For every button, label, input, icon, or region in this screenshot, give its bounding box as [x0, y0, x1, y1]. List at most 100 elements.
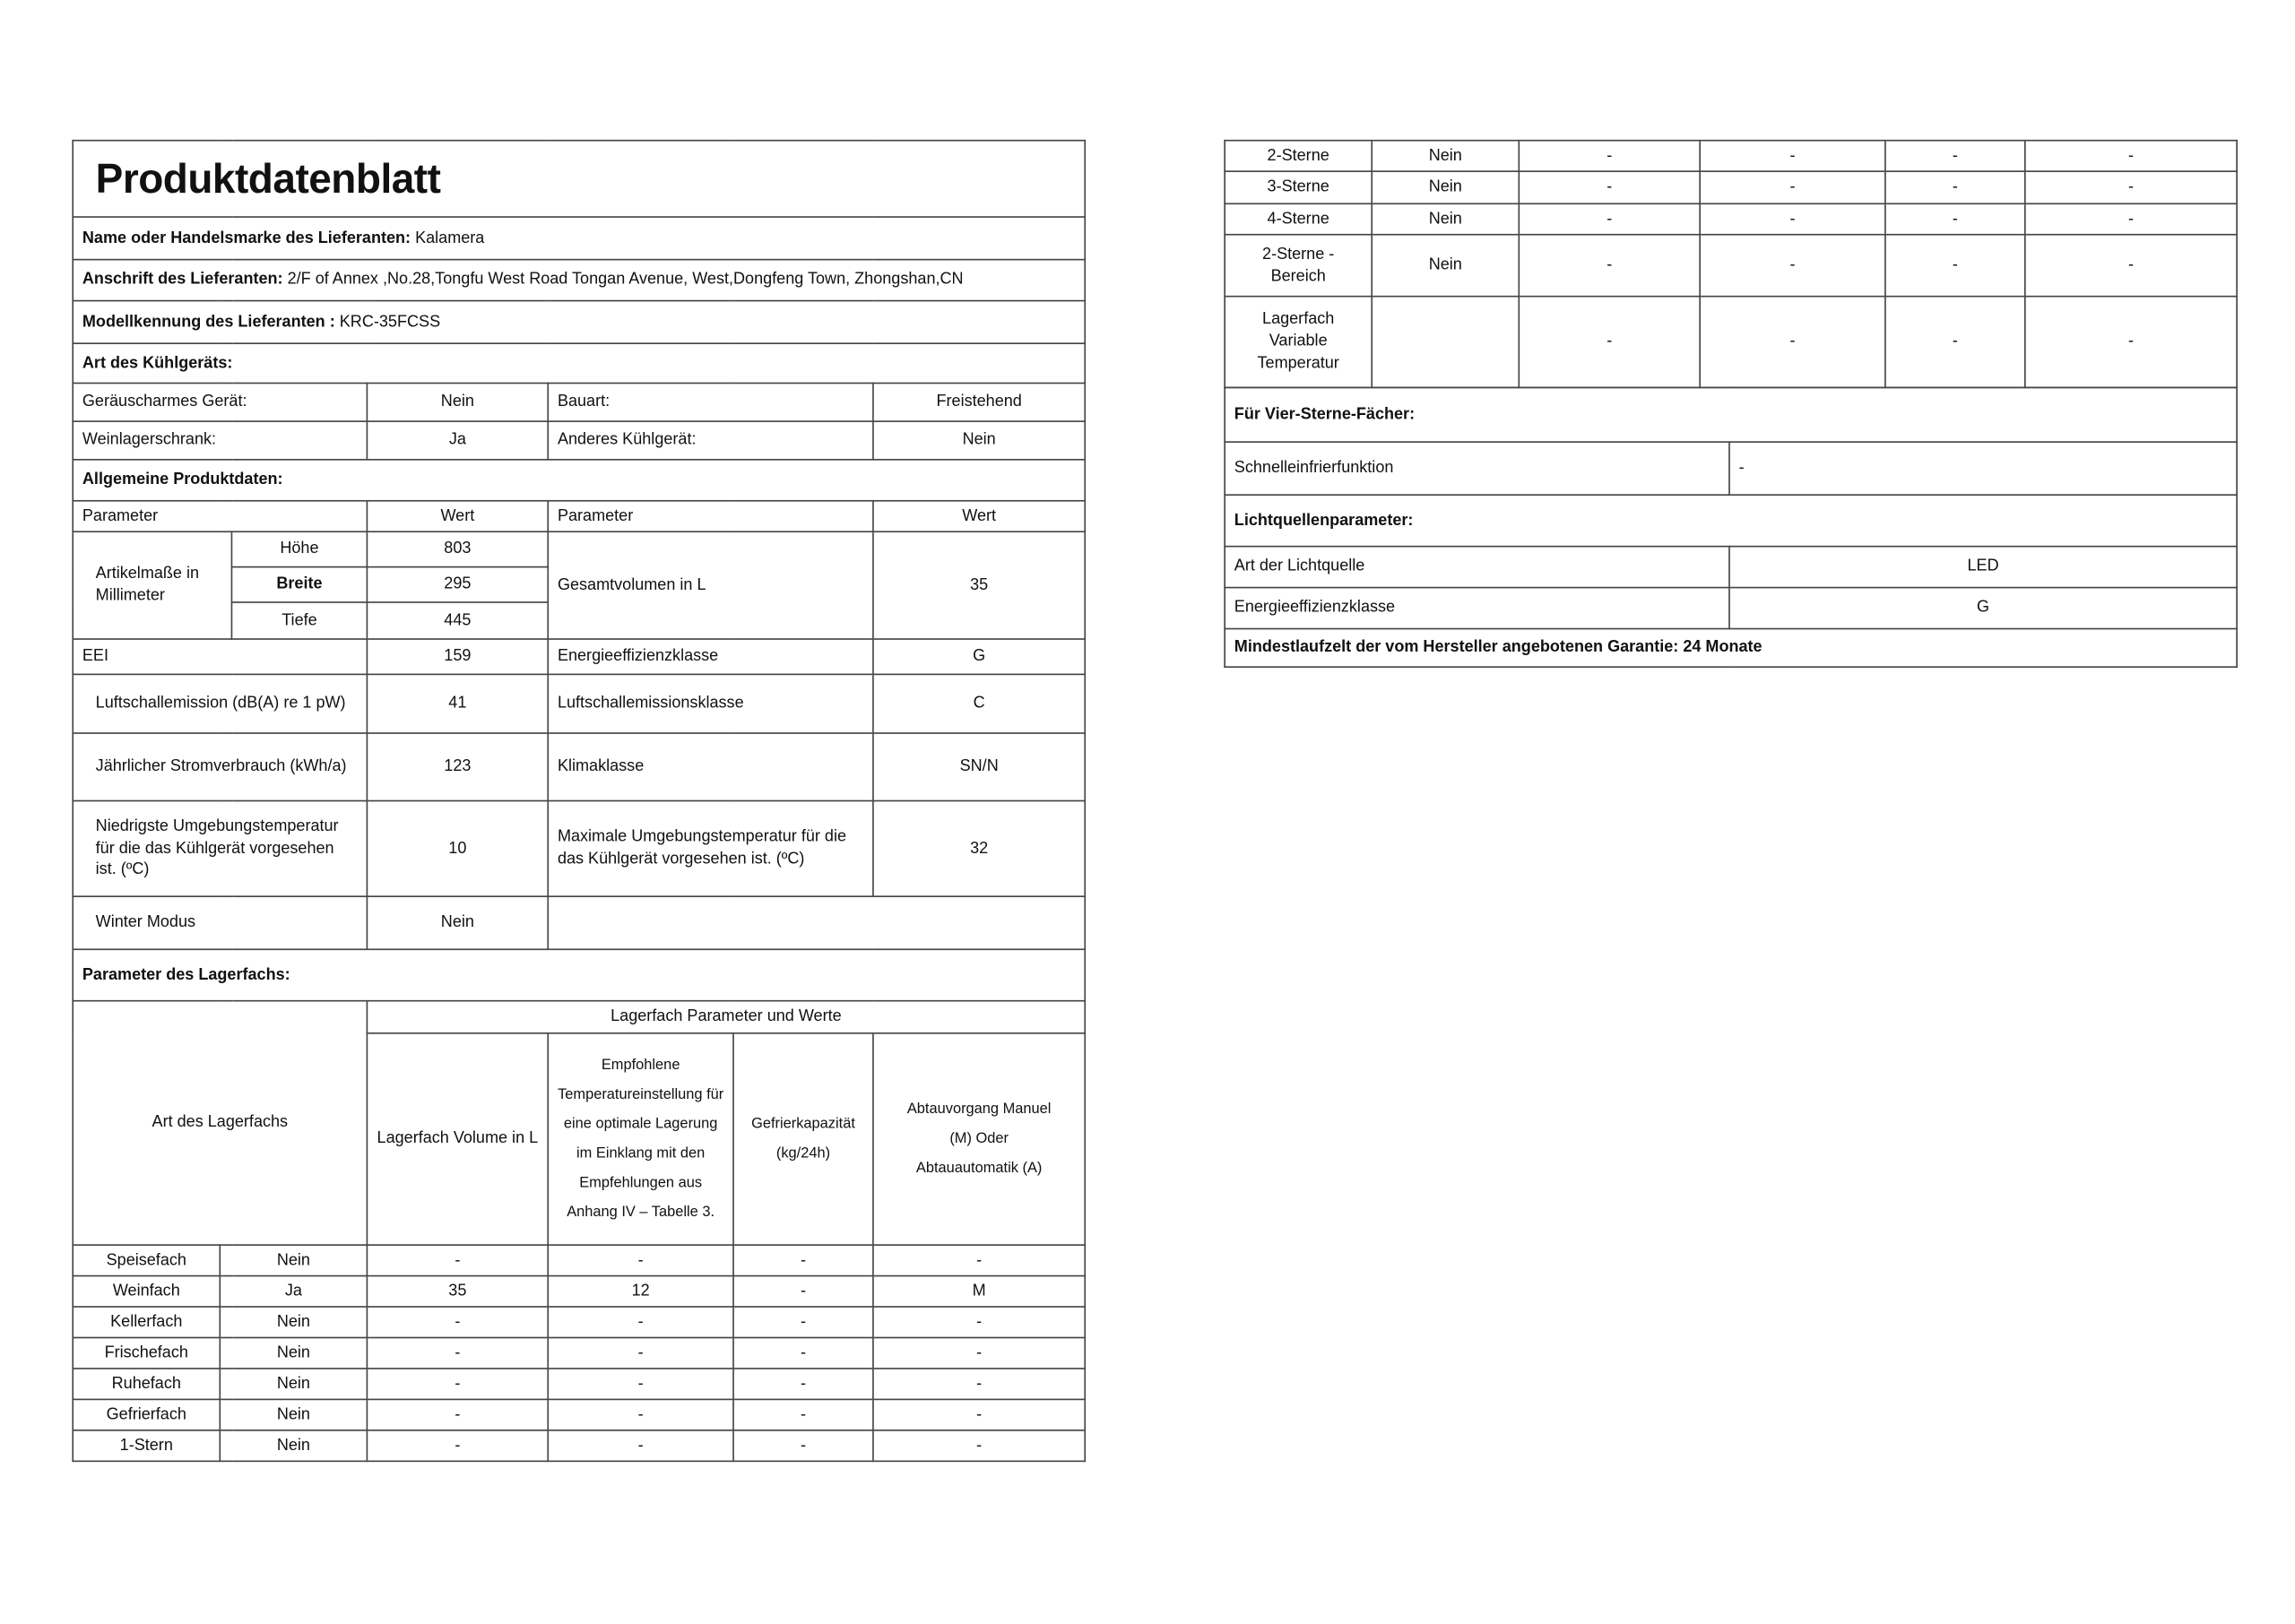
- compartment-temp: -: [1699, 170, 1886, 205]
- compartment-present: [1371, 295, 1520, 389]
- compartment-volume: -: [1518, 203, 1701, 236]
- cell-value: 41: [366, 673, 550, 734]
- cell-label: Geräuscharmes Gerät:: [72, 382, 368, 422]
- compartment-freeze: -: [732, 1306, 874, 1339]
- cell-label: Luftschallemission (dB(A) re 1 pW): [72, 673, 368, 734]
- compartment-defrost: -: [872, 1244, 1087, 1277]
- compartment-volume: -: [366, 1430, 550, 1463]
- empty-cell: [547, 895, 1087, 951]
- compartment-freeze: -: [1884, 233, 2026, 298]
- cell-label: Tiefe: [230, 601, 368, 640]
- compartment-temp: -: [547, 1336, 734, 1369]
- table-row: Speisefach Nein - - - -: [72, 1244, 1087, 1277]
- compartment-name: 1-Stern: [72, 1430, 221, 1463]
- cell-value: Nein: [872, 420, 1087, 461]
- section-heading: Lichtquellenparameter:: [1224, 494, 2238, 548]
- cell-value: SN/N: [872, 732, 1087, 802]
- compartment-defrost: -: [2024, 233, 2238, 298]
- cell-label: Bauart:: [547, 382, 874, 422]
- compartment-defrost: -: [872, 1336, 1087, 1369]
- compartment-volume: 35: [366, 1274, 550, 1308]
- cell-label: Art der Lichtquelle: [1224, 545, 1730, 589]
- cell-label: Höhe: [230, 531, 368, 568]
- table-row: 3-Sterne Nein - - - -: [1224, 170, 2238, 205]
- compartment-volume: -: [1518, 170, 1701, 205]
- column-header: Empfohlene Temperatureinstellung für ein…: [547, 1032, 734, 1246]
- compartment-present: Nein: [1371, 170, 1520, 205]
- cell-label: Energieeffizienzklasse: [547, 638, 874, 676]
- compartment-present: Nein: [219, 1244, 368, 1277]
- compartment-present: Nein: [1371, 203, 1520, 236]
- model-id: Modellkennung des Lieferanten : KRC-35FC…: [72, 299, 1087, 344]
- table-row: 1-Stern Nein - - - -: [72, 1430, 1087, 1463]
- compartment-temp: -: [547, 1430, 734, 1463]
- compartment-temp: 12: [547, 1274, 734, 1308]
- table-row: 2-Sterne - Bereich Nein - - - -: [1224, 233, 2238, 298]
- compartment-defrost: -: [2024, 295, 2238, 389]
- compartment-defrost: -: [2024, 139, 2238, 172]
- compartment-defrost: -: [872, 1430, 1087, 1463]
- compartment-name: Frischefach: [72, 1336, 221, 1369]
- compartment-name: 2-Sterne: [1224, 139, 1373, 172]
- cell-value: C: [872, 673, 1087, 734]
- cell-value: 803: [366, 531, 550, 568]
- compartment-freeze: -: [732, 1430, 874, 1463]
- cell-value: 445: [366, 601, 550, 640]
- cell-value: G: [872, 638, 1087, 676]
- compartment-temp: -: [547, 1398, 734, 1431]
- column-header: Wert: [366, 499, 550, 533]
- cell-value: Ja: [366, 420, 550, 461]
- table-row: Gefrierfach Nein - - - -: [72, 1398, 1087, 1431]
- compartment-temp: -: [1699, 233, 1886, 298]
- cell-label: Jährlicher Stromverbrauch (kWh/a): [72, 732, 368, 802]
- compartment-present: Nein: [1371, 139, 1520, 172]
- compartment-volume: -: [366, 1336, 550, 1369]
- compartment-temp: -: [547, 1306, 734, 1339]
- compartment-name: Lagerfach Variable Temperatur: [1224, 295, 1373, 389]
- table-row: Lagerfach Variable Temperatur - - - -: [1224, 295, 2238, 389]
- section-heading: Art des Kühlgeräts:: [72, 342, 1087, 384]
- compartment-present: Nein: [219, 1368, 368, 1401]
- page-title: Produktdatenblatt: [72, 139, 1087, 218]
- section-heading: Parameter des Lagerfachs:: [72, 948, 1087, 1002]
- cell-label: EEI: [72, 638, 368, 676]
- cell-value: Nein: [366, 895, 550, 951]
- compartment-defrost: -: [2024, 203, 2238, 236]
- compartment-defrost: -: [872, 1306, 1087, 1339]
- cell-label: Anderes Kühlgerät:: [547, 420, 874, 461]
- compartment-freeze: -: [732, 1336, 874, 1369]
- compartment-name: Kellerfach: [72, 1306, 221, 1339]
- compartment-defrost: -: [872, 1368, 1087, 1401]
- table-row: 4-Sterne Nein - - - -: [1224, 203, 2238, 236]
- compartment-freeze: -: [732, 1244, 874, 1277]
- cell-label: Weinlagerschrank:: [72, 420, 368, 461]
- supplier-address: Anschrift des Lieferanten: 2/F of Annex …: [72, 258, 1087, 302]
- compartment-name: Speisefach: [72, 1244, 221, 1277]
- compartment-volume: -: [366, 1244, 550, 1277]
- cell-value: 10: [366, 799, 550, 898]
- cell-label: Energieeffizienzklasse: [1224, 586, 1730, 630]
- compartment-present: Nein: [1371, 233, 1520, 298]
- column-header: Abtauvorgang Manuel (M) Oder Abtauautoma…: [872, 1032, 1087, 1246]
- cell-value: 159: [366, 638, 550, 676]
- cell-label: Gesamtvolumen in L: [547, 531, 874, 640]
- cell-value: -: [1728, 441, 2238, 497]
- compartment-present: Nein: [219, 1336, 368, 1369]
- column-header: Art des Lagerfachs: [72, 999, 368, 1246]
- supplier-name: Name oder Handelsmarke des Lieferanten: …: [72, 216, 1087, 261]
- compartment-present: Nein: [219, 1398, 368, 1431]
- compartment-name: Ruhefach: [72, 1368, 221, 1401]
- cell-value: Freistehend: [872, 382, 1087, 422]
- cell-label: Artikelmaße in Millimeter: [72, 531, 233, 640]
- compartment-name: 4-Sterne: [1224, 203, 1373, 236]
- cell-label: Luftschallemissionsklasse: [547, 673, 874, 734]
- column-header: Gefrierkapazität (kg/24h): [732, 1032, 874, 1246]
- compartment-defrost: M: [872, 1274, 1087, 1308]
- cell-label: Breite: [230, 566, 368, 603]
- datasheet-table-right: 2-Sterne Nein - - - -3-Sterne Nein - - - -4-Sterne…: [1224, 139, 2238, 389]
- compartment-freeze: -: [732, 1398, 874, 1431]
- cell-value: 295: [366, 566, 550, 603]
- table-row: Weinfach Ja 35 12- M: [72, 1274, 1087, 1308]
- compartment-name: 3-Sterne: [1224, 170, 1373, 205]
